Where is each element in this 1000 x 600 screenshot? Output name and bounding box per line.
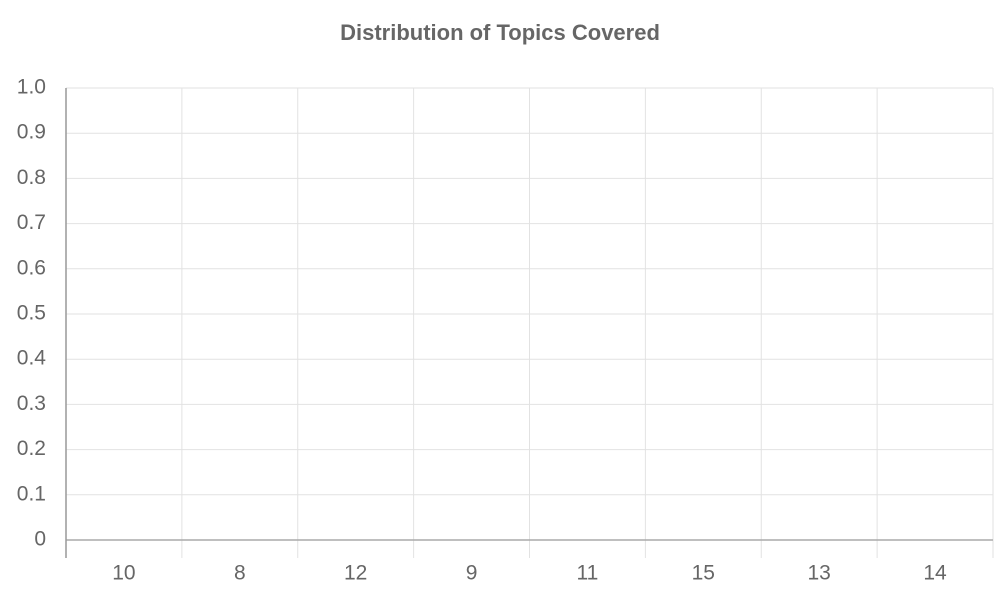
y-tick-label: 0 bbox=[34, 528, 46, 551]
y-tick-label: 0.4 bbox=[17, 347, 47, 370]
y-tick-label: 0.8 bbox=[17, 166, 46, 189]
x-tick-label: 9 bbox=[466, 562, 478, 585]
y-tick-label: 0.5 bbox=[17, 302, 46, 325]
x-tick-label: 10 bbox=[112, 562, 135, 585]
x-tick-label: 11 bbox=[577, 562, 599, 585]
y-tick-label: 0.3 bbox=[17, 392, 46, 415]
x-tick-label: 12 bbox=[344, 562, 367, 585]
y-tick-label: 1.0 bbox=[17, 76, 46, 99]
y-tick-label: 0.1 bbox=[17, 482, 46, 505]
y-tick-label: 0.6 bbox=[17, 256, 46, 279]
chart-title: Distribution of Topics Covered bbox=[340, 20, 660, 45]
x-tick-label: 14 bbox=[923, 562, 947, 585]
x-tick-label: 15 bbox=[692, 562, 715, 585]
y-tick-label: 0.9 bbox=[17, 121, 46, 144]
y-tick-label: 0.7 bbox=[17, 211, 46, 234]
x-tick-label: 13 bbox=[808, 562, 831, 585]
y-tick-label: 0.2 bbox=[17, 437, 46, 460]
x-tick-label: 8 bbox=[234, 562, 246, 585]
